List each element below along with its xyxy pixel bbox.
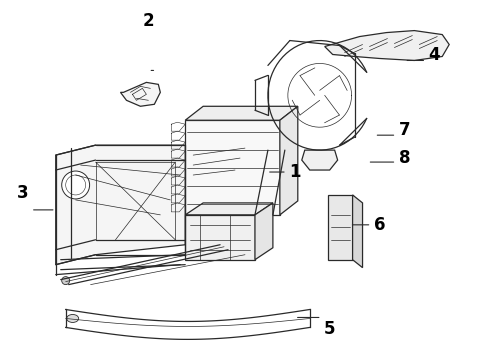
Polygon shape	[185, 203, 273, 215]
Polygon shape	[302, 150, 338, 170]
Text: 2: 2	[143, 12, 154, 30]
Text: 8: 8	[399, 149, 410, 167]
Polygon shape	[121, 82, 160, 106]
Circle shape	[62, 171, 90, 199]
Polygon shape	[255, 203, 273, 260]
Text: 7: 7	[398, 121, 410, 139]
Text: 3: 3	[17, 184, 29, 202]
Text: 5: 5	[324, 320, 336, 338]
Polygon shape	[185, 106, 298, 120]
Polygon shape	[56, 145, 185, 265]
Polygon shape	[185, 120, 280, 215]
Polygon shape	[185, 215, 255, 260]
Polygon shape	[328, 195, 353, 260]
Circle shape	[62, 276, 70, 285]
Text: 6: 6	[374, 216, 385, 234]
Polygon shape	[325, 31, 449, 60]
Polygon shape	[353, 195, 363, 268]
Text: 4: 4	[428, 46, 440, 64]
Text: 1: 1	[289, 163, 300, 181]
Ellipse shape	[67, 315, 78, 323]
Polygon shape	[280, 106, 298, 215]
